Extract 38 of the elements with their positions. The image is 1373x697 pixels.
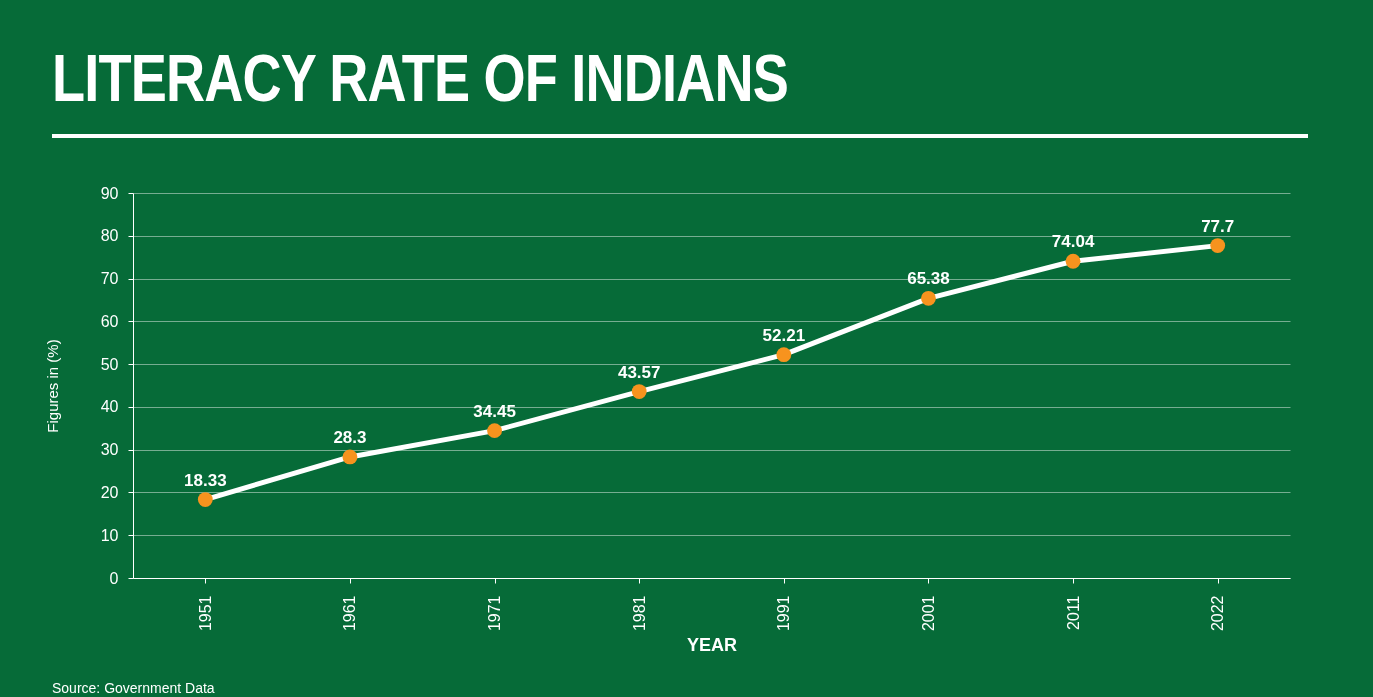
x-tick-label: 1951 bbox=[196, 595, 214, 632]
y-tick-label: 40 bbox=[100, 398, 119, 416]
y-tick-label: 60 bbox=[100, 312, 119, 330]
y-tick-label: 80 bbox=[100, 227, 119, 245]
data-label: 74.04 bbox=[1051, 232, 1095, 252]
y-axis-title: Figures in (%) bbox=[43, 339, 61, 433]
y-tick-label: 30 bbox=[100, 441, 119, 459]
y-tick-label: 50 bbox=[100, 355, 119, 373]
point bbox=[1210, 238, 1226, 254]
y-tick-label: 90 bbox=[100, 184, 119, 202]
chart-title: LITERACY RATE OF INDIANS bbox=[52, 40, 789, 116]
data-label: 18.33 bbox=[184, 470, 227, 490]
point bbox=[776, 347, 792, 363]
data-label: 43.57 bbox=[617, 362, 661, 382]
point bbox=[342, 449, 358, 465]
point bbox=[487, 423, 502, 439]
y-tick-label: 10 bbox=[100, 526, 119, 544]
point bbox=[197, 492, 213, 507]
point bbox=[631, 384, 647, 400]
data-label: 34.45 bbox=[473, 401, 516, 421]
point bbox=[921, 290, 936, 306]
x-tick-label: 1981 bbox=[630, 595, 648, 632]
data-label: 77.7 bbox=[1201, 216, 1235, 236]
y-tick-label: 20 bbox=[100, 483, 119, 501]
x-tick-label: 2022 bbox=[1209, 595, 1227, 632]
x-tick-label: 2011 bbox=[1064, 595, 1082, 630]
x-tick-label: 1971 bbox=[486, 595, 504, 632]
y-tick-label: 0 bbox=[109, 569, 119, 587]
x-tick-label: 2001 bbox=[919, 595, 937, 632]
data-label: 52.21 bbox=[762, 325, 806, 345]
x-tick-label: 1961 bbox=[341, 595, 359, 632]
x-axis-title: YEAR bbox=[686, 635, 738, 656]
point bbox=[1065, 253, 1081, 269]
x-tick-label: 1991 bbox=[775, 595, 793, 632]
data-label: 65.38 bbox=[907, 269, 950, 289]
y-tick-label: 70 bbox=[100, 270, 119, 288]
source-note: Source: Government Data bbox=[52, 680, 215, 696]
data-label: 28.3 bbox=[333, 427, 367, 447]
